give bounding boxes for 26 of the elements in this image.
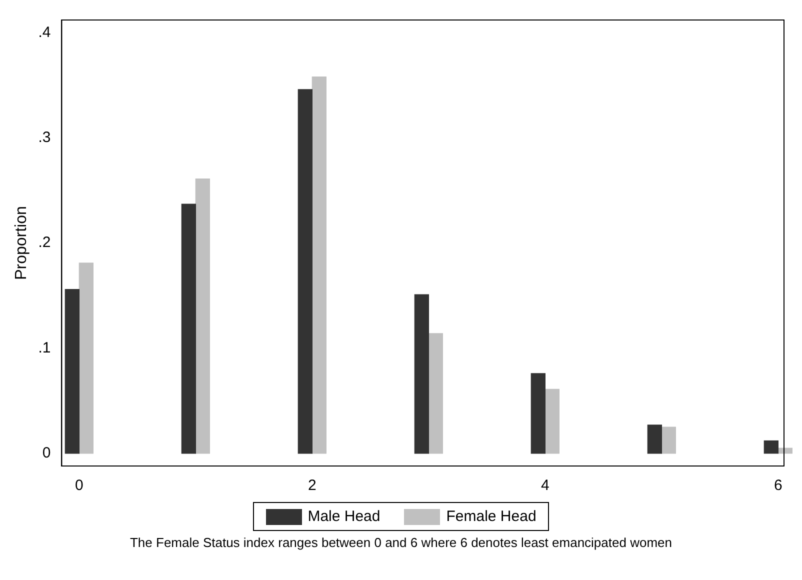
bar [661, 426, 676, 454]
x-tick-label: 0 [75, 477, 84, 494]
y-axis-title: Proportion [13, 206, 30, 280]
bar [298, 89, 313, 454]
bar [312, 76, 327, 454]
bar [764, 440, 779, 454]
bar [428, 333, 444, 454]
legend-label: Female Head [446, 508, 536, 525]
x-tick-label: 4 [541, 477, 550, 494]
legend-label: Male Head [308, 508, 380, 525]
y-tick-label: .1 [38, 339, 51, 356]
bar [647, 424, 662, 454]
bar [544, 388, 560, 454]
bar [78, 262, 94, 454]
x-tick-label: 2 [308, 477, 316, 494]
y-tick-label: .2 [38, 234, 51, 252]
y-tick-label: 0 [42, 444, 51, 462]
bar [530, 373, 546, 454]
x-tick-label: 6 [774, 477, 782, 494]
text: The Female Status index ranges between 0 and 6 where 6 denotes least emancipated women [128, 535, 673, 550]
bar [414, 294, 430, 454]
y-tick-label: .4 [38, 24, 51, 41]
bar [64, 288, 80, 454]
y-tick-label: .3 [38, 128, 51, 146]
bar [195, 178, 210, 454]
bar [181, 204, 196, 454]
